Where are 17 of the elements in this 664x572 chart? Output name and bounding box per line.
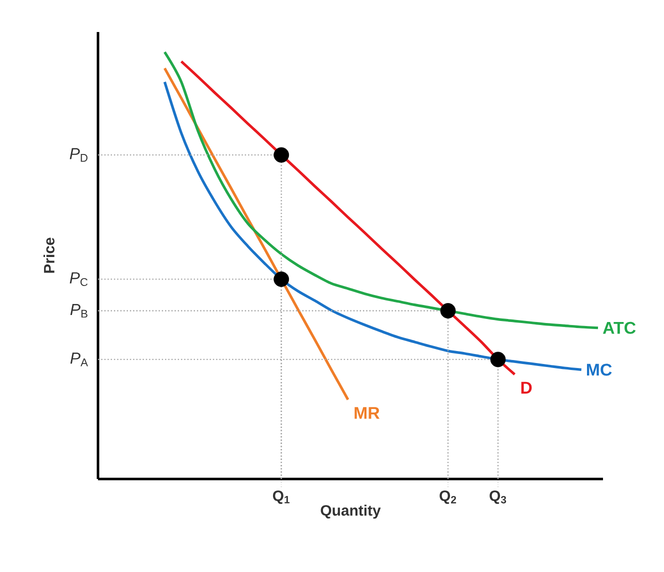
point [490,352,506,368]
point [274,147,290,163]
point [440,303,456,318]
x-tick-label: Q$_{3}$ [490,490,506,504]
series-label: MC [587,364,612,376]
series-label: D [521,382,532,394]
x-tick-label: Q$_{2}$ [440,490,456,504]
x-tick-label: Q$_{1}$ [272,490,290,504]
y-axis-title: Price [44,238,54,273]
annotation: P$_{C}$ [70,272,88,286]
x-axis-title: Quantity [320,504,381,519]
annotation: P$_{D}$ [70,148,88,162]
point [274,271,290,287]
series-label: ATC [602,322,636,334]
series-label: MR [354,407,380,419]
annotation: P$_{B}$ [70,304,88,318]
annotation: P$_{A}$ [70,352,88,366]
